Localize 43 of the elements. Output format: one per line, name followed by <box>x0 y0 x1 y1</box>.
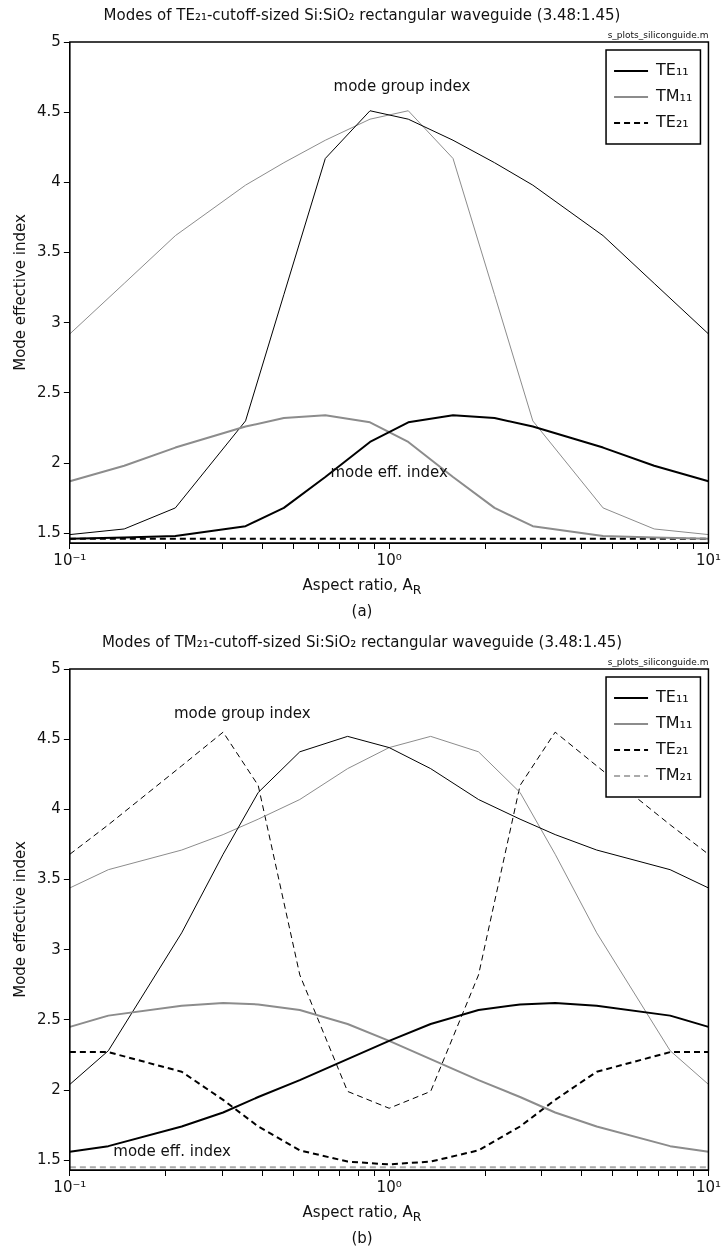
legend-label: TE₁₁ <box>655 687 689 707</box>
text: s_plots_siliconguide.m <box>607 29 709 40</box>
y-tick-label: 5 <box>51 658 61 677</box>
x-tick-label: 10¹ <box>695 1177 721 1196</box>
legend-label: TM₂₁ <box>655 765 693 785</box>
legend-label: TE₂₁ <box>655 112 689 132</box>
text: (b) <box>350 1228 374 1249</box>
y-axis-title: Mode effective index <box>10 214 29 371</box>
y-tick-label: 1.5 <box>37 523 61 542</box>
y-tick-label: 2.5 <box>37 382 61 401</box>
x-tick-label: 10⁰ <box>376 550 402 569</box>
text: (a) <box>350 601 374 622</box>
legend-label: TM₁₁ <box>655 86 693 106</box>
y-tick-label: 2.5 <box>37 1009 61 1028</box>
y-tick-label: 4.5 <box>37 102 61 121</box>
x-tick-label: 10⁰ <box>376 1177 402 1196</box>
x-tick-label: 10⁻¹ <box>53 550 87 569</box>
y-axis-title: Mode effective index <box>10 841 29 998</box>
y-tick-label: 2 <box>51 452 61 471</box>
y-tick-label: 4 <box>51 172 61 191</box>
text: s_plots_siliconguide.m <box>607 656 709 667</box>
y-tick-label: 4 <box>51 799 61 818</box>
legend-label: TE₁₁ <box>655 60 689 80</box>
x-axis-title: Aspect ratio, A$_{R}$ <box>301 575 423 597</box>
annotation: mode eff. index <box>113 1142 231 1161</box>
y-tick-label: 3 <box>51 312 61 331</box>
y-tick-label: 3 <box>51 939 61 958</box>
y-tick-label: 2 <box>51 1079 61 1098</box>
legend-label: TM₁₁ <box>655 713 693 733</box>
chart-title: Modes of TM₂₁-cutoff-sized Si:SiO₂ rectangular waveguide (3.48:1.45) <box>100 632 624 653</box>
x-axis-title: Aspect ratio, A$_{R}$ <box>301 1202 423 1224</box>
legend-label: TE₂₁ <box>655 739 689 759</box>
annotation: mode group index <box>333 76 471 95</box>
y-tick-label: 5 <box>51 31 61 50</box>
x-tick-label: 10¹ <box>695 550 721 569</box>
y-tick-label: 3.5 <box>37 242 61 261</box>
annotation: mode group index <box>173 703 311 722</box>
annotation: mode eff. index <box>330 462 448 481</box>
x-tick-label: 10⁻¹ <box>53 1177 87 1196</box>
y-tick-label: 1.5 <box>37 1150 61 1169</box>
y-tick-label: 3.5 <box>37 869 61 888</box>
y-tick-label: 4.5 <box>37 729 61 748</box>
chart-title: Modes of TE₂₁-cutoff-sized Si:SiO₂ rectangular waveguide (3.48:1.45) <box>102 5 622 26</box>
